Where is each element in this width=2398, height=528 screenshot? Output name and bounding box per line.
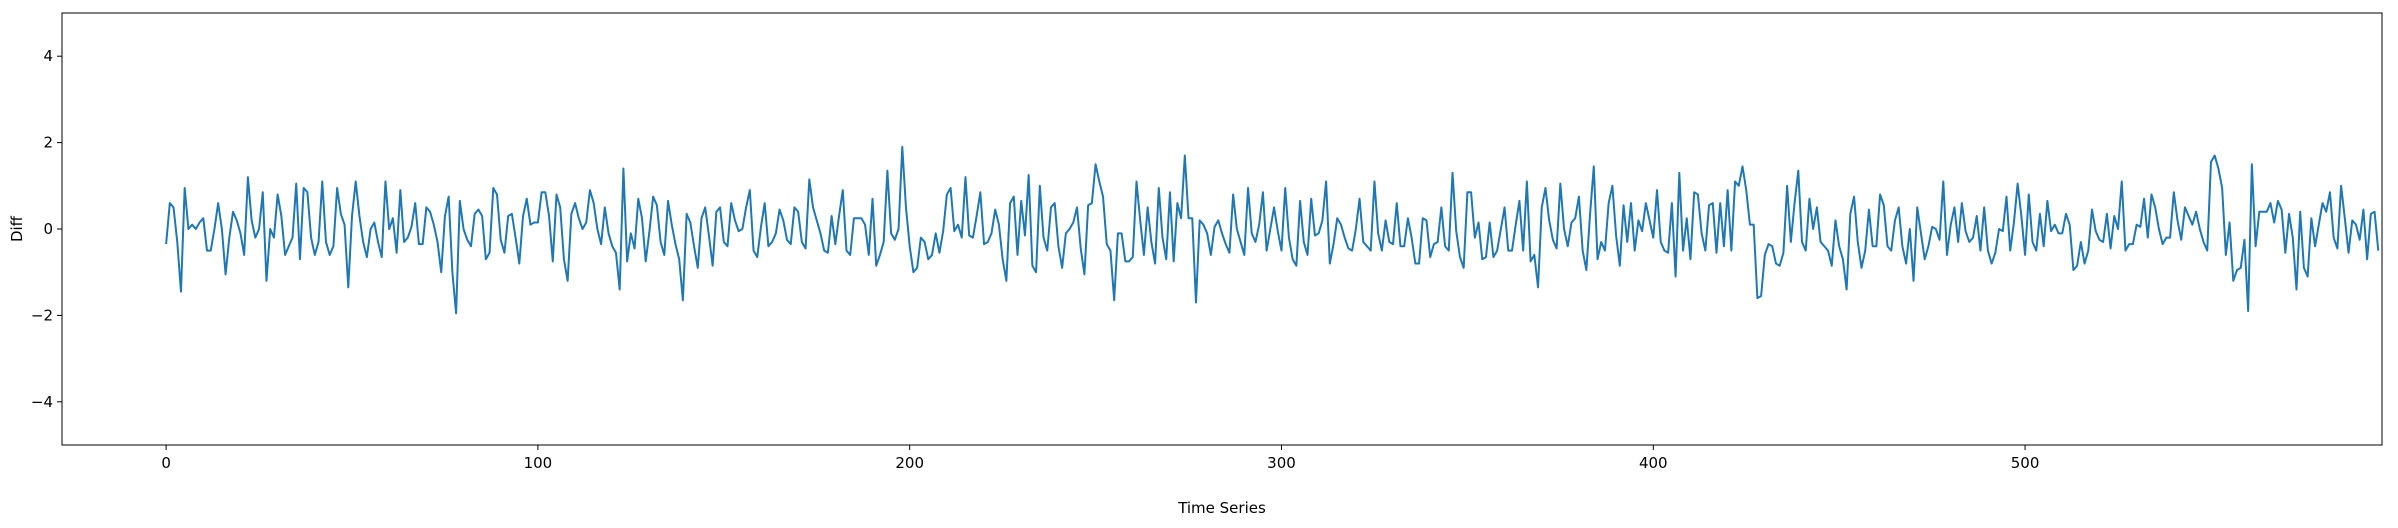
x-tick-label: 300 bbox=[1267, 454, 1296, 472]
y-tick-label: 2 bbox=[43, 134, 53, 152]
series-layer bbox=[165, 145, 2380, 315]
y-tick-label: −4 bbox=[31, 393, 53, 411]
x-tick-label: 500 bbox=[2011, 454, 2040, 472]
y-axis-ticks: −4 −2 0 2 4 bbox=[31, 47, 62, 411]
y-tick-label: −2 bbox=[31, 306, 53, 324]
x-axis-label: Time Series bbox=[1177, 499, 1266, 517]
x-tick-label: 100 bbox=[524, 454, 553, 472]
x-tick-label: 400 bbox=[1639, 454, 1668, 472]
y-tick-label: 0 bbox=[43, 220, 53, 238]
y-tick-label: 4 bbox=[43, 47, 53, 65]
series-line-0 bbox=[165, 145, 2380, 315]
x-tick-label: 0 bbox=[161, 454, 171, 472]
plot-area bbox=[62, 13, 2382, 445]
x-axis-ticks: 0 100 200 300 400 500 bbox=[161, 445, 2039, 472]
y-axis-label: Diff bbox=[8, 215, 26, 242]
x-tick-label: 200 bbox=[895, 454, 924, 472]
